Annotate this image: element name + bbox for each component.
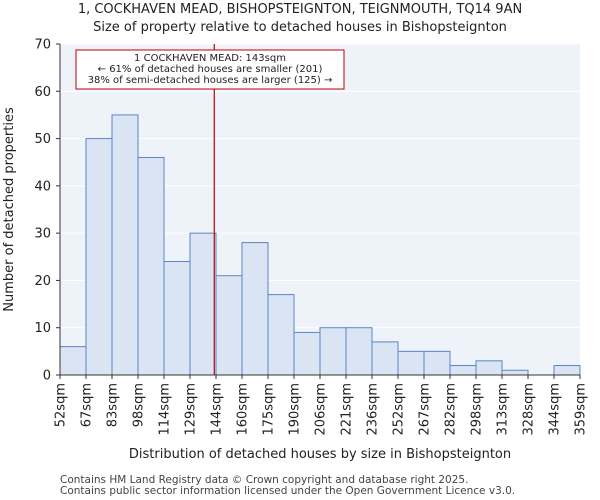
x-tick-label: 160sqm — [236, 383, 251, 436]
x-tick-label: 328sqm — [522, 383, 537, 436]
x-tick-label: 359sqm — [574, 383, 589, 436]
x-tick-label: 298sqm — [470, 383, 485, 436]
x-tick-label: 221sqm — [340, 383, 355, 436]
bar-67sqm — [85, 138, 113, 376]
x-tick-label: 129sqm — [184, 383, 199, 436]
annotation-box: 1 COCKHAVEN MEAD: 143sqm ← 61% of detach… — [75, 49, 345, 90]
annotation-line-2: ← 61% of detached houses are smaller (20… — [98, 64, 323, 75]
y-tick-label: 10 — [34, 321, 51, 336]
y-tick-label: 50 — [34, 132, 51, 147]
bar-298sqm — [475, 360, 503, 376]
bar-221sqm — [345, 327, 373, 376]
bar-175sqm — [267, 294, 295, 376]
bar-267sqm — [423, 350, 451, 376]
bar-160sqm — [241, 242, 269, 376]
bar-344sqm — [553, 365, 581, 376]
bar-98sqm — [137, 156, 165, 376]
bar-206sqm — [319, 327, 347, 376]
bar-313sqm — [501, 369, 529, 376]
footer-line-1: Contains HM Land Registry data © Crown c… — [60, 474, 469, 486]
bar-252sqm — [397, 350, 425, 376]
y-axis-label: Number of detached properties — [2, 107, 17, 312]
x-tick-label: 67sqm — [80, 383, 95, 427]
bar-114sqm — [163, 261, 191, 376]
x-tick-label: 190sqm — [288, 383, 303, 436]
x-tick-label: 98sqm — [132, 383, 147, 427]
y-tick-label: 40 — [34, 179, 51, 194]
x-tick-label: 252sqm — [392, 383, 407, 436]
bar-83sqm — [111, 114, 139, 376]
bar-190sqm — [293, 331, 321, 376]
y-tick-label: 70 — [34, 38, 51, 53]
x-tick-label: 175sqm — [262, 383, 277, 436]
x-tick-label: 144sqm — [210, 383, 225, 436]
annotation-border — [75, 49, 345, 90]
x-tick-label: 52sqm — [54, 383, 69, 427]
annotation-line-3: 38% of semi-detached houses are larger (… — [88, 75, 333, 86]
bar-52sqm — [59, 346, 87, 376]
chart-subtitle: Size of property relative to detached ho… — [93, 20, 507, 35]
x-axis: 52sqm 67sqm 83sqm 98sqm 114sqm 129sqm 144sqm 16… — [54, 374, 589, 436]
footer-line-2: Contains public sector information licen… — [60, 485, 516, 497]
bar-144sqm — [215, 275, 243, 376]
bar-236sqm — [371, 341, 399, 376]
x-tick-label: 206sqm — [314, 383, 329, 436]
x-axis-label: Distribution of detached houses by size … — [129, 447, 511, 462]
chart-title: 1, COCKHAVEN MEAD, BISHOPSTEIGNTON, TEIG… — [77, 2, 523, 17]
x-tick-label: 282sqm — [444, 383, 459, 436]
annotation-line-1: 1 COCKHAVEN MEAD: 143sqm — [134, 53, 286, 64]
x-tick-label: 267sqm — [418, 383, 433, 436]
bar-129sqm — [189, 232, 217, 376]
y-tick-label: 0 — [43, 369, 51, 384]
x-tick-label: 236sqm — [366, 383, 381, 436]
bar-282sqm — [449, 365, 477, 376]
y-tick-label: 20 — [34, 274, 51, 289]
x-tick-label: 344sqm — [548, 383, 563, 436]
y-axis: 0 10 20 30 40 50 60 70 — [34, 38, 61, 384]
y-tick-label: 60 — [34, 85, 51, 100]
x-tick-label: 83sqm — [106, 383, 121, 427]
histogram-chart: 0 10 20 30 40 50 60 70 52sqm 67sqm 83sqm 98sqm 114s… — [2, 38, 589, 463]
x-tick-label: 114sqm — [158, 383, 173, 436]
x-tick-label: 313sqm — [496, 383, 511, 436]
y-tick-label: 30 — [34, 227, 51, 242]
